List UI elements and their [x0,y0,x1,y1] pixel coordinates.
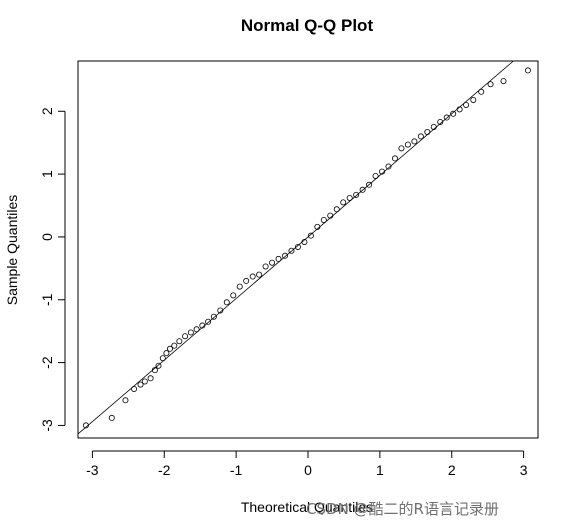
sample-point [463,101,470,108]
sample-point [210,313,217,320]
sample-point [256,271,263,278]
sample-point [398,145,405,152]
sample-point [223,299,230,306]
y-tick-label: -1 [39,293,55,306]
sample-point [372,172,379,179]
sample-point [176,338,183,345]
y-tick-label: 1 [39,170,55,178]
plot-frame [77,60,539,439]
sample-point [301,238,308,245]
sample-point [249,273,256,280]
sample-point [236,283,243,290]
sample-point [379,168,386,175]
sample-point [320,216,327,223]
sample-point [417,133,424,140]
sample-point [359,186,366,193]
sample-point [487,81,494,88]
sample-point [193,326,200,333]
sample-point [437,118,444,125]
sample-point [155,362,162,369]
sample-point [281,252,288,259]
sample-point [187,329,194,336]
sample-point [333,206,340,213]
sample-point [243,277,250,284]
sample-point [404,141,411,148]
sample-point [230,292,237,299]
sample-point [122,397,129,404]
x-tick-label: 2 [448,462,456,478]
sample-point [108,414,115,421]
sample-point [137,381,144,388]
sample-point [131,385,138,392]
sample-point [159,355,166,362]
x-tick-label: -1 [230,462,243,478]
x-tick-label: 3 [520,462,528,478]
sample-point [366,181,373,188]
sample-point [424,129,431,136]
chart-title: Normal Q-Q Plot [241,16,374,35]
sample-point [171,342,178,349]
sample-point [82,422,89,429]
sample-point [147,375,154,382]
sample-point [205,318,212,325]
sample-point [524,67,531,74]
sample-point [182,333,189,340]
sample-point [340,199,347,206]
sample-point [478,88,485,95]
y-axis-label: Sample Quantiles [4,195,20,306]
sample-point [151,367,158,374]
sample-point [217,307,224,314]
sample-point [262,263,269,270]
watermark: CSDN @酷二的R语言记录册 [306,500,499,518]
y-tick-label: 0 [39,233,55,241]
sample-point [456,106,463,113]
sample-point [500,78,507,85]
sample-point [288,247,295,254]
sample-point [385,163,392,170]
sample-point [346,194,353,201]
sample-point [411,138,418,145]
sample-point [163,350,170,357]
sample-point [166,345,173,352]
sample-point [430,123,437,130]
sample-point [470,96,477,103]
sample-point [391,155,398,162]
sample-point [314,223,321,230]
x-axis-label: Theoretical Quantiles [241,499,373,515]
x-tick-label: 1 [376,462,384,478]
x-tick-label: -3 [86,462,99,478]
sample-point [294,243,301,250]
sample-point [199,322,206,329]
sample-point [450,110,457,117]
sample-point [269,259,276,266]
sample-point [141,378,148,385]
sample-point [307,232,314,239]
y-tick-label: -3 [39,419,55,432]
sample-point [443,114,450,121]
y-tick-label: 2 [39,107,55,115]
y-tick-label: -2 [39,356,55,369]
x-tick-label: -2 [158,462,171,478]
sample-point [275,255,282,262]
sample-point [327,212,334,219]
x-tick-label: 0 [304,462,312,478]
sample-point [353,191,360,198]
